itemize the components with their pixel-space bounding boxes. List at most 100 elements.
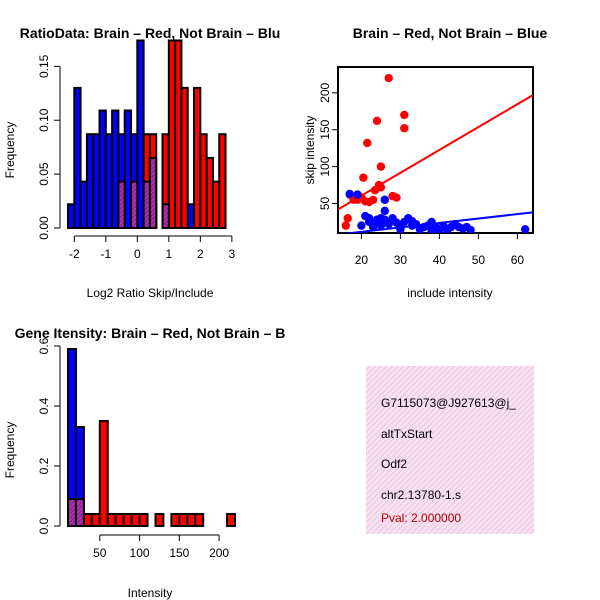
ratio-hist-bar-overlap-4 [161, 203, 170, 230]
scatter-point-brain-0 [341, 221, 350, 230]
scatter-x-tick-label-3: 50 [472, 253, 486, 267]
intensity-hist-bar-brain-6 [130, 513, 141, 527]
ratio-hist-bar-brain-6 [180, 86, 189, 229]
intensity-hist-y-tick-label-0: 0.0 [37, 517, 51, 534]
ratio-hist-x-tick-label-3: 1 [165, 247, 172, 261]
info-event-type: altTxStart [381, 427, 433, 441]
intensity-hist-bar-overlap-0 [67, 498, 77, 527]
scatter-x-tick-label-2: 40 [433, 253, 447, 267]
info-probe-id: G7115073@J927613@j_ [381, 396, 516, 410]
scatter-points [338, 73, 533, 233]
scatter-point-brain-4 [359, 173, 368, 182]
ratio-hist-y-tick-label-0: 0.00 [37, 216, 51, 240]
intensity-hist-bar-overlap-1 [74, 498, 85, 527]
ratio-hist-x-tick-label-4: 2 [197, 247, 204, 261]
info-cluster-id: chr2.13780-1.s [381, 488, 461, 502]
ratio-hist-x-tick-label-5: 3 [229, 247, 236, 261]
intensity-hist-y-tick-label-2: 0.4 [37, 397, 51, 414]
scatter-y-tick-label-1: 100 [318, 156, 332, 176]
intensity-scatter: Brain – Red, Not Brain – Blue include in… [303, 25, 547, 300]
scatter-point-brain-6 [363, 138, 372, 148]
scatter-point-not-brain-0 [345, 189, 354, 199]
intensity-hist-bar-brain-9 [170, 513, 181, 527]
info-pvalue: Pval: 2.000000 [381, 511, 461, 525]
intensity-hist-bar-brain-3 [106, 513, 117, 527]
intensity-histogram: Gene Itensity: Brain – Red, Not Brain – … [3, 325, 285, 600]
scatter-x-tick-label-1: 30 [394, 253, 408, 267]
scatter-point-not-brain-5 [365, 214, 374, 223]
scatter-point-brain-13 [376, 183, 386, 192]
intensity-hist-bar-brain-1 [90, 513, 101, 527]
scatter-x-tick-label-4: 60 [511, 253, 525, 267]
scatter-point-not-brain-2 [357, 221, 366, 230]
scatter-point-brain-10 [372, 116, 382, 126]
ratio-histogram-axes: -2 -1 0 1 2 3 0.00 0.05 0.10 0.15 [37, 54, 236, 261]
ratio-histogram-bars [67, 39, 227, 230]
intensity-hist-x-tick-label-3: 200 [209, 546, 229, 560]
intensity-hist-x-tick-label-1: 100 [130, 546, 150, 560]
scatter-point-brain-17 [392, 193, 401, 202]
scatter-point-not-brain-39 [407, 216, 417, 226]
intensity-hist-bar-brain-13 [226, 513, 237, 527]
intensity-hist-bar-brain-0 [82, 513, 93, 527]
scatter-fit-line-brain [338, 94, 533, 211]
intensity-histogram-axes: 50 100 150 200 0.0 0.2 0.4 0.6 [37, 337, 229, 560]
intensity-histogram-title: Gene Itensity: Brain – Red, Not Brain – … [15, 325, 286, 341]
ratio-hist-x-tick-label-2: 0 [134, 247, 141, 261]
intensity-histogram-xlabel: Intensity [128, 586, 173, 600]
scatter-point-brain-8 [368, 195, 378, 204]
ratio-hist-x-tick-label-1: -1 [100, 247, 111, 261]
scatter-plot-box [337, 66, 534, 234]
ratio-hist-bar-overlap-1 [130, 180, 139, 229]
scatter-point-not-brain-1 [353, 190, 362, 199]
intensity-hist-y-tick-label-3: 0.6 [37, 337, 51, 354]
ratio-hist-bar-overlap-0 [117, 180, 126, 229]
scatter-title: Brain – Red, Not Brain – Blue [353, 25, 548, 41]
intensity-hist-y-tick-label-1: 0.2 [37, 457, 51, 474]
scatter-point-not-brain-10 [380, 206, 389, 216]
intensity-hist-bar-brain-5 [122, 513, 133, 527]
scatter-xlabel: include intensity [407, 286, 492, 300]
scatter-point-not-brain-38 [396, 225, 405, 233]
ratio-hist-x-tick-label-0: -2 [69, 247, 80, 261]
intensity-hist-bar-brain-7 [138, 513, 149, 527]
scatter-point-not-brain-36 [380, 215, 389, 224]
scatter-point-brain-15 [384, 73, 393, 83]
scatter-y-tick-label-3: 200 [318, 82, 332, 102]
ratio-histogram-ylabel: Frequency [3, 122, 17, 179]
intensity-hist-bar-brain-10 [178, 513, 189, 527]
scatter-point-brain-18 [400, 110, 409, 120]
intensity-hist-bar-brain-12 [194, 513, 205, 527]
scatter-point-not-brain-34 [466, 225, 475, 233]
ratio-hist-y-tick-label-3: 0.15 [37, 54, 51, 78]
intensity-hist-bar-brain-4 [114, 513, 125, 527]
scatter-y-tick-label-2: 150 [318, 119, 332, 139]
scatter-point-not-brain-37 [372, 219, 382, 229]
info-gene-name: Odf2 [381, 457, 407, 471]
intensity-hist-x-tick-label-2: 150 [169, 546, 189, 560]
ratio-histogram-xlabel: Log2 Ratio Skip/Include [87, 286, 214, 300]
scatter-axes: 20 30 40 50 60 50 100 150 200 [318, 82, 524, 267]
scatter-y-tick-label-0: 50 [318, 196, 332, 210]
ratio-histogram: RatioData: Brain – Red, Not Brain – Blu … [3, 25, 280, 300]
intensity-hist-x-tick-label-0: 50 [93, 546, 107, 560]
info-panel: G7115073@J927613@j_ altTxStart Odf2 chr2… [366, 366, 534, 534]
ratio-hist-bar-brain-11 [218, 133, 227, 230]
intensity-hist-bar-brain-11 [186, 513, 197, 527]
info-panel-background [366, 366, 534, 534]
ratio-hist-bar-not-brain-1 [73, 86, 82, 229]
scatter-point-not-brain-35 [521, 225, 530, 233]
ratio-hist-bar-overlap-3 [148, 156, 158, 229]
scatter-point-brain-19 [400, 124, 409, 133]
intensity-hist-bar-brain-2 [98, 420, 109, 527]
intensity-hist-bar-brain-8 [154, 513, 165, 527]
intensity-histogram-bars [67, 348, 237, 527]
scatter-point-not-brain-11 [380, 195, 389, 204]
scatter-ylabel: skip intensity [303, 116, 317, 185]
scatter-x-tick-label-0: 20 [355, 253, 369, 267]
scatter-point-brain-20 [343, 214, 352, 223]
ratio-hist-y-tick-label-2: 0.10 [37, 108, 51, 132]
ratio-histogram-title: RatioData: Brain – Red, Not Brain – Blu [20, 25, 281, 41]
scatter-point-brain-12 [376, 162, 386, 171]
